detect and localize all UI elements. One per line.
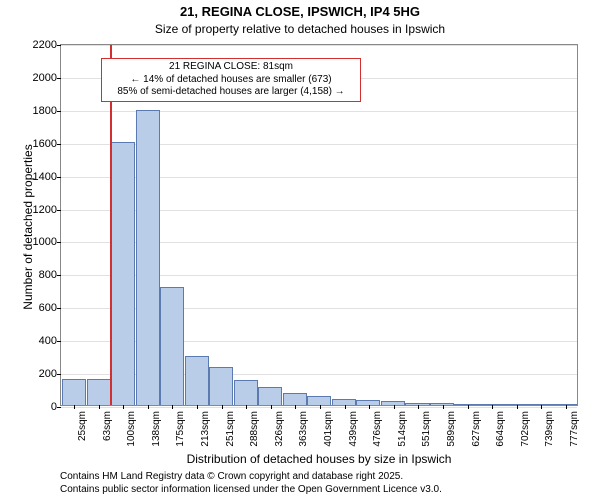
xtick-label: 589sqm <box>446 411 457 447</box>
xtick-label: 251sqm <box>225 411 236 447</box>
xtick-mark <box>369 405 370 409</box>
xtick-mark <box>492 405 493 409</box>
ytick-mark <box>57 177 61 178</box>
xtick-mark <box>295 405 296 409</box>
xtick-label: 627sqm <box>471 411 482 447</box>
xtick-mark <box>541 405 542 409</box>
ytick-label: 1800 <box>33 105 57 117</box>
xtick-label: 439sqm <box>348 411 359 447</box>
histogram-bar <box>209 367 234 405</box>
plot-area: 0200400600800100012001400160018002000220… <box>60 44 578 406</box>
xtick-mark <box>418 405 419 409</box>
histogram-bar <box>185 356 210 405</box>
histogram-bar <box>552 404 577 405</box>
ytick-label: 1000 <box>33 236 57 248</box>
xtick-mark <box>517 405 518 409</box>
xtick-label: 476sqm <box>372 411 383 447</box>
histogram-bar <box>87 379 112 405</box>
ytick-mark <box>57 242 61 243</box>
xtick-label: 326sqm <box>274 411 285 447</box>
ytick-mark <box>57 210 61 211</box>
xtick-label: 514sqm <box>397 411 408 447</box>
xtick-label: 777sqm <box>569 411 580 447</box>
xtick-mark <box>394 405 395 409</box>
histogram-bar <box>454 404 479 405</box>
histogram-bar <box>234 380 259 405</box>
xtick-label: 551sqm <box>421 411 432 447</box>
annotation-line-2: ← 14% of detached houses are smaller (67… <box>106 74 356 87</box>
ytick-mark <box>57 45 61 46</box>
histogram-bar <box>160 287 185 405</box>
ytick-mark <box>57 341 61 342</box>
annotation-line-3: 85% of semi-detached houses are larger (… <box>106 86 356 99</box>
xtick-mark <box>443 405 444 409</box>
histogram-bar <box>307 396 332 405</box>
ytick-label: 800 <box>39 269 57 281</box>
ytick-label: 0 <box>51 401 57 413</box>
xtick-mark <box>566 405 567 409</box>
xtick-mark <box>123 405 124 409</box>
xtick-mark <box>99 405 100 409</box>
xtick-mark <box>197 405 198 409</box>
footer-line-1: Contains HM Land Registry data © Crown c… <box>60 471 403 482</box>
histogram-bar <box>258 387 283 405</box>
xtick-mark <box>345 405 346 409</box>
ytick-label: 2200 <box>33 39 57 51</box>
ytick-mark <box>57 275 61 276</box>
xtick-mark <box>222 405 223 409</box>
xtick-label: 100sqm <box>126 411 137 447</box>
gridline <box>61 407 577 408</box>
ytick-label: 2000 <box>33 72 57 84</box>
chart-container: 21, REGINA CLOSE, IPSWICH, IP4 5HG Size … <box>0 0 600 500</box>
xtick-mark <box>246 405 247 409</box>
chart-title-2: Size of property relative to detached ho… <box>0 22 600 36</box>
xtick-mark <box>172 405 173 409</box>
histogram-bar <box>283 393 308 405</box>
ytick-mark <box>57 374 61 375</box>
annotation-line-1: 21 REGINA CLOSE: 81sqm <box>106 61 356 74</box>
ytick-mark <box>57 144 61 145</box>
xtick-mark <box>320 405 321 409</box>
xtick-label: 702sqm <box>520 411 531 447</box>
xtick-label: 363sqm <box>298 411 309 447</box>
xtick-label: 25sqm <box>77 411 88 441</box>
xtick-mark <box>468 405 469 409</box>
xtick-label: 739sqm <box>544 411 555 447</box>
ytick-mark <box>57 111 61 112</box>
ytick-mark <box>57 308 61 309</box>
ytick-label: 600 <box>39 302 57 314</box>
xtick-label: 664sqm <box>495 411 506 447</box>
chart-title-1: 21, REGINA CLOSE, IPSWICH, IP4 5HG <box>0 4 600 19</box>
xtick-label: 138sqm <box>151 411 162 447</box>
xtick-label: 213sqm <box>200 411 211 447</box>
histogram-bar <box>111 142 136 405</box>
y-axis-label: Number of detached properties <box>21 127 35 327</box>
ytick-mark <box>57 407 61 408</box>
ytick-label: 1600 <box>33 138 57 150</box>
xtick-label: 288sqm <box>249 411 260 447</box>
xtick-label: 63sqm <box>102 411 113 441</box>
xtick-label: 175sqm <box>175 411 186 447</box>
ytick-label: 1200 <box>33 204 57 216</box>
ytick-mark <box>57 78 61 79</box>
x-axis-label: Distribution of detached houses by size … <box>60 452 578 466</box>
xtick-mark <box>148 405 149 409</box>
histogram-bar <box>136 110 161 405</box>
ytick-label: 200 <box>39 368 57 380</box>
annotation-box: 21 REGINA CLOSE: 81sqm← 14% of detached … <box>101 58 361 102</box>
xtick-label: 401sqm <box>323 411 334 447</box>
ytick-label: 400 <box>39 335 57 347</box>
xtick-mark <box>271 405 272 409</box>
histogram-bar <box>62 379 87 405</box>
gridline <box>61 45 577 46</box>
histogram-bar <box>503 404 528 405</box>
xtick-mark <box>74 405 75 409</box>
ytick-label: 1400 <box>33 171 57 183</box>
footer-line-2: Contains public sector information licen… <box>60 484 442 495</box>
